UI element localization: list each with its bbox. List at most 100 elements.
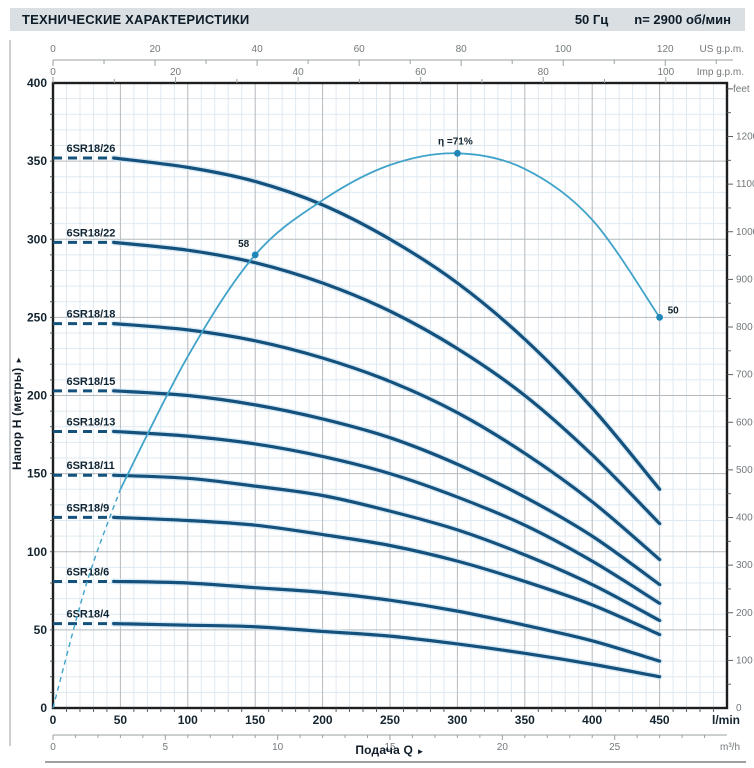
lmin-tick-label: 50 xyxy=(114,713,128,727)
efficiency-solid xyxy=(119,152,661,490)
us-gpm-tick-label: 40 xyxy=(252,44,264,55)
y-axis-feet: 0 100 200 300 400 500 600 700 800 900 1000 1100 1200… xyxy=(727,84,754,714)
lmin-tick-label: 100 xyxy=(178,713,198,727)
page-title: ТЕХНИЧЕСКИЕ ХАРАКТЕРИСТИКИ xyxy=(22,12,250,27)
curve-name-6SR18/26: 6SR18/26 xyxy=(66,143,115,155)
efficiency-label-58: 58 xyxy=(238,239,250,250)
lmin-tick-label: 0 xyxy=(50,713,57,727)
curve-6SR18/6 xyxy=(112,579,662,663)
lmin-tick-label: 350 xyxy=(515,713,535,727)
feet-tick-label: 1200 xyxy=(736,132,754,143)
header-bar: ТЕХНИЧЕСКИЕ ХАРАКТЕРИСТИКИ 50 Гц n= 2900… xyxy=(10,8,745,31)
curve-name-6SR18/9: 6SR18/9 xyxy=(66,502,109,514)
y-tick-label: 50 xyxy=(34,623,48,637)
x-axis-m3h: 0 5 10 15 20 25 m³/h xyxy=(50,734,740,753)
y-tick-label: 300 xyxy=(27,232,47,246)
feet-tick-label: 700 xyxy=(736,370,753,381)
y-tick-label: 150 xyxy=(27,467,47,481)
imp-gpm-tick-label: 0 xyxy=(50,67,56,78)
m3h-tick-label: 20 xyxy=(497,742,509,753)
feet-tick-label: 100 xyxy=(736,655,753,666)
us-gpm-tick-label: 120 xyxy=(657,44,674,55)
feet-tick-label: 300 xyxy=(736,560,753,571)
efficiency-dashed xyxy=(52,489,122,709)
curve-name-6SR18/18: 6SR18/18 xyxy=(66,309,115,321)
grid xyxy=(53,83,727,708)
curve-6SR18/18 xyxy=(112,322,662,562)
m3h-tick-label: 10 xyxy=(272,742,284,753)
pump-curves: 6SR18/26 6SR18/22 6SR18/18 6SR18/15 6SR18/13… xyxy=(53,143,663,680)
x-axis-lmin: 0 50 100 150 200 250 300 350 400 450 l/min xyxy=(50,708,740,727)
feet-unit-label: feet xyxy=(733,84,750,95)
imp-gpm-unit-label: Imp g.p.m. xyxy=(697,67,744,78)
curve-halo-6SR18/4 xyxy=(110,620,663,680)
feet-tick-label: 500 xyxy=(736,465,753,476)
y-tick-label: 400 xyxy=(27,76,47,90)
us-gpm-unit-label: US g.p.m. xyxy=(700,44,744,55)
curve-6SR18/11 xyxy=(112,473,662,623)
us-gpm-tick-label: 60 xyxy=(354,44,366,55)
curve-name-6SR18/15: 6SR18/15 xyxy=(66,376,115,388)
curve-name-6SR18/11: 6SR18/11 xyxy=(66,460,114,472)
curve-6SR18/9 xyxy=(112,515,662,637)
feet-tick-label: 0 xyxy=(736,703,742,714)
curve-6SR18/22 xyxy=(112,240,662,526)
m3h-tick-label: 25 xyxy=(609,742,621,753)
lmin-tick-label: 300 xyxy=(447,713,467,727)
lmin-unit-label: l/min xyxy=(712,713,740,727)
feet-tick-label: 1000 xyxy=(736,227,754,238)
imp-gpm-tick-label: 60 xyxy=(415,67,427,78)
imp-gpm-tick-label: 20 xyxy=(170,67,182,78)
y-tick-label: 0 xyxy=(40,701,47,715)
us-gpm-tick-label: 80 xyxy=(456,44,468,55)
y-tick-label: 250 xyxy=(27,310,47,324)
lmin-tick-label: 150 xyxy=(245,713,265,727)
m3h-tick-label: 5 xyxy=(163,742,169,753)
frequency-label: 50 Гц xyxy=(574,12,609,27)
curve-name-6SR18/13: 6SR18/13 xyxy=(66,416,115,428)
m3h-tick-label: 15 xyxy=(384,742,396,753)
curve-6SR18/13 xyxy=(112,429,662,605)
efficiency-point-η =71% xyxy=(454,149,461,157)
feet-tick-label: 900 xyxy=(736,274,753,285)
y-tick-label: 100 xyxy=(27,545,47,559)
y-axis-meters: 0 50 100 150 200 250 300 350 400 Напор H (метры) … xyxy=(10,76,53,715)
curve-name-6SR18/22: 6SR18/22 xyxy=(66,227,115,239)
curve-halo-6SR18/6 xyxy=(110,578,663,665)
efficiency-label-50: 50 xyxy=(668,305,680,316)
us-gpm-tick-label: 0 xyxy=(50,44,56,55)
m3h-tick-label: 0 xyxy=(50,742,56,753)
us-gpm-tick-label: 100 xyxy=(555,44,572,55)
y-tick-label: 200 xyxy=(27,389,47,403)
curve-6SR18/26 xyxy=(112,156,662,491)
curve-6SR18/15 xyxy=(112,389,662,587)
efficiency-curve: 58 η =71% 50 xyxy=(52,136,680,709)
header-specs: 50 Гц n= 2900 об/мин xyxy=(575,12,731,27)
curve-name-6SR18/6: 6SR18/6 xyxy=(66,566,109,578)
feet-tick-label: 600 xyxy=(736,417,753,428)
us-gpm-tick-label: 20 xyxy=(149,44,161,55)
y-tick-label: 350 xyxy=(27,154,47,168)
x-axis-title: Подача Q ► xyxy=(355,743,424,757)
lmin-tick-label: 250 xyxy=(380,713,400,727)
lmin-tick-label: 450 xyxy=(650,713,670,727)
curve-6SR18/4 xyxy=(112,622,662,679)
efficiency-label-η =71%: η =71% xyxy=(438,136,473,147)
feet-tick-label: 200 xyxy=(736,608,753,619)
speed-label: n= 2900 об/мин xyxy=(634,12,731,27)
y-axis-title: Напор H (метры) ► xyxy=(10,356,24,470)
lmin-tick-label: 200 xyxy=(313,713,333,727)
x-axis-us-gpm: 0 20 40 60 80 100 120 US g.p.m. xyxy=(50,44,744,66)
feet-tick-label: 400 xyxy=(736,513,753,524)
imp-gpm-tick-label: 80 xyxy=(538,67,550,78)
m3h-unit-label: m³/h xyxy=(720,742,740,753)
lmin-tick-label: 400 xyxy=(582,713,602,727)
curve-name-6SR18/4: 6SR18/4 xyxy=(66,609,110,621)
feet-tick-label: 1100 xyxy=(736,179,754,190)
efficiency-point-58 xyxy=(251,251,259,259)
imp-gpm-tick-label: 100 xyxy=(657,67,674,78)
x-axis-imp-gpm: 0 20 40 60 80 100 Imp g.p.m. xyxy=(50,67,744,83)
efficiency-point-50 xyxy=(656,313,663,321)
imp-gpm-tick-label: 40 xyxy=(293,67,305,78)
